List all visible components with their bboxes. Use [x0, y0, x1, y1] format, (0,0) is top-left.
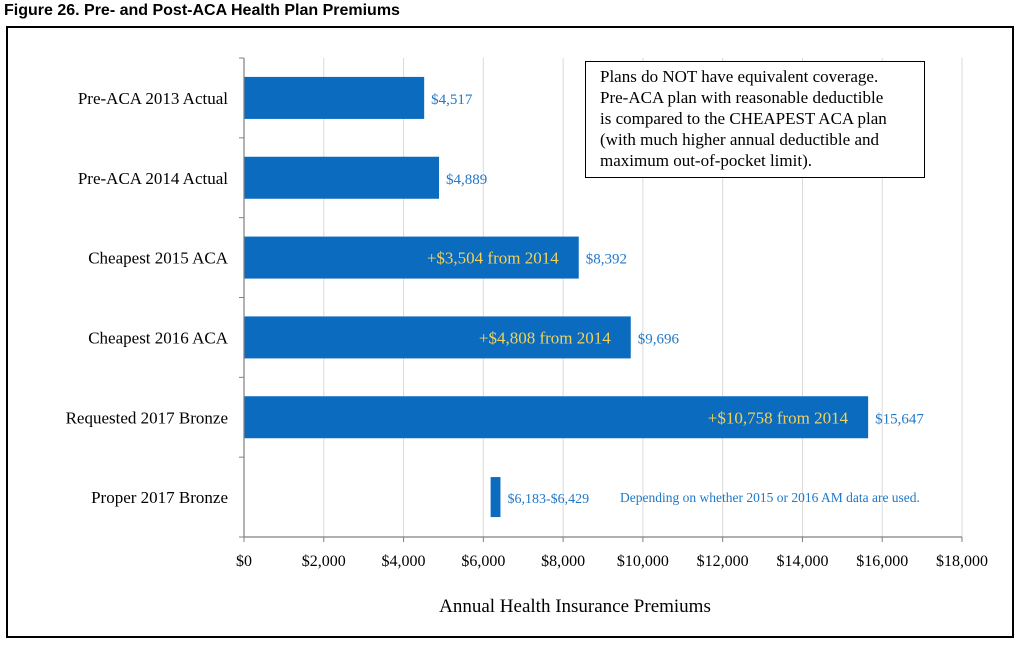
category-label: Cheapest 2015 ACA — [88, 249, 228, 268]
value-label: $4,517 — [431, 92, 473, 108]
value-label: $8,392 — [586, 252, 627, 268]
x-tick-label: $6,000 — [461, 553, 505, 570]
figure-title: Figure 26. Pre- and Post-ACA Health Plan… — [4, 2, 400, 19]
bars — [244, 76, 869, 518]
value-label: $6,183-$6,429 — [507, 492, 589, 507]
x-tick-label: $2,000 — [302, 553, 346, 570]
range-annotation: Depending on whether 2015 or 2016 AM dat… — [620, 490, 920, 505]
note-line: Pre-ACA plan with reasonable deductible — [600, 88, 884, 107]
value-label: $15,647 — [875, 411, 924, 427]
note-line: is compared to the CHEAPEST ACA plan — [600, 109, 887, 128]
x-axis-title: Annual Health Insurance Premiums — [439, 596, 711, 617]
note-line: maximum out-of-pocket limit). — [600, 151, 812, 170]
x-tick-label: $16,000 — [856, 553, 908, 570]
labels: $0 $2,000 $4,000 $6,000 $8,000 $10,000 $12,000… — [66, 89, 988, 617]
bar — [490, 477, 501, 518]
axes — [239, 57, 963, 542]
x-tick-label: $8,000 — [541, 553, 585, 570]
note-line: (with much higher annual deductible and — [600, 130, 879, 149]
category-label: Pre-ACA 2013 Actual — [78, 89, 228, 108]
chart-frame — [6, 26, 1014, 638]
bar — [244, 236, 579, 279]
value-label: $4,889 — [446, 172, 487, 188]
bar — [244, 396, 869, 439]
increase-label: +$4,808 from 2014 — [479, 328, 611, 347]
bar — [244, 316, 631, 359]
coverage-note: Plans do NOT have equivalent coverage. P… — [585, 61, 925, 178]
category-label: Proper 2017 Bronze — [91, 488, 228, 507]
x-tick-label: $18,000 — [936, 553, 988, 570]
bar — [244, 156, 440, 199]
x-tick-label: $14,000 — [776, 553, 828, 570]
category-label: Pre-ACA 2014 Actual — [78, 169, 228, 188]
x-tick-label: $10,000 — [617, 553, 669, 570]
x-tick-label: $4,000 — [382, 553, 426, 570]
increase-label: +$10,758 from 2014 — [708, 408, 849, 427]
value-label: $9,696 — [638, 331, 680, 347]
category-label: Requested 2017 Bronze — [66, 408, 228, 427]
bar — [244, 76, 425, 119]
note-line: Plans do NOT have equivalent coverage. — [600, 67, 879, 86]
increase-label: +$3,504 from 2014 — [427, 249, 559, 268]
x-tick-label: $0 — [236, 553, 252, 570]
x-tick-label: $12,000 — [697, 553, 749, 570]
category-label: Cheapest 2016 ACA — [88, 328, 228, 347]
